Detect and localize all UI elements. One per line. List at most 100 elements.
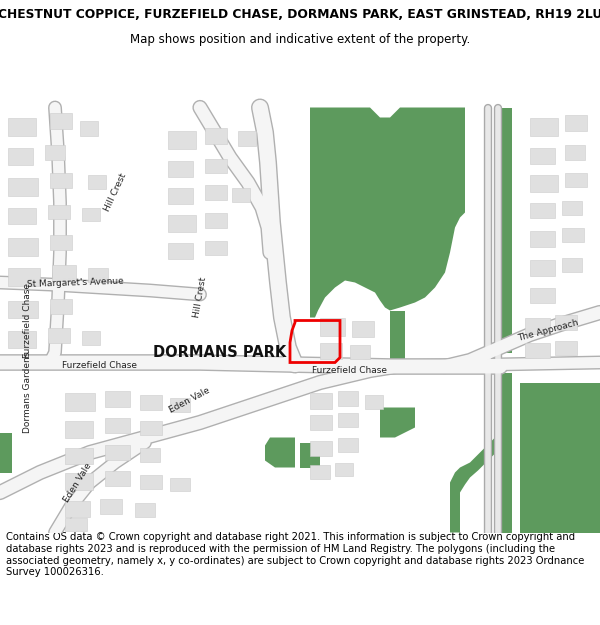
Text: CHESTNUT COPPICE, FURZEFIELD CHASE, DORMANS PARK, EAST GRINSTEAD, RH19 2LU: CHESTNUT COPPICE, FURZEFIELD CHASE, DORM… [0, 8, 600, 21]
Bar [140, 421, 162, 434]
Bar [140, 394, 162, 409]
Bar [335, 462, 353, 476]
Bar [88, 268, 108, 281]
Bar [530, 148, 555, 164]
Bar [238, 131, 256, 146]
Bar [82, 331, 100, 344]
Bar [350, 344, 370, 359]
Text: Eden Vale: Eden Vale [168, 386, 212, 415]
Bar [565, 144, 585, 159]
Bar [365, 394, 383, 409]
Text: DORMANS PARK: DORMANS PARK [154, 345, 287, 360]
Bar [48, 204, 70, 219]
Bar [205, 127, 227, 144]
Bar [530, 202, 555, 217]
Text: Dormans Gardens: Dormans Gardens [23, 352, 32, 433]
Bar [8, 177, 38, 196]
Bar [530, 174, 558, 191]
Polygon shape [380, 408, 415, 437]
Bar [565, 114, 587, 131]
Text: St Margaret's Avenue: St Margaret's Avenue [26, 276, 124, 289]
Polygon shape [500, 107, 512, 352]
Bar [105, 471, 130, 486]
Bar [65, 501, 90, 516]
Bar [8, 148, 33, 164]
Bar [310, 414, 332, 429]
Bar [100, 499, 122, 514]
Bar [562, 228, 584, 241]
Bar [168, 242, 193, 259]
Bar [170, 398, 190, 411]
Bar [52, 264, 76, 281]
Bar [8, 118, 36, 136]
Bar [338, 391, 358, 406]
Bar [555, 314, 577, 329]
Polygon shape [300, 442, 320, 468]
Bar [205, 213, 227, 228]
Bar [562, 201, 582, 214]
Text: Contains OS data © Crown copyright and database right 2021. This information is : Contains OS data © Crown copyright and d… [6, 532, 584, 578]
Bar [352, 321, 374, 336]
Text: Map shows position and indicative extent of the property.: Map shows position and indicative extent… [130, 33, 470, 46]
Bar [555, 341, 577, 354]
Bar [8, 238, 38, 256]
Text: Hill Crest: Hill Crest [192, 276, 208, 319]
Bar [310, 392, 332, 409]
Bar [8, 208, 36, 224]
Bar [50, 112, 72, 129]
Bar [232, 188, 250, 201]
Text: Furzefield Chase: Furzefield Chase [23, 283, 32, 358]
Bar [168, 131, 196, 149]
Bar [168, 214, 196, 231]
Bar [525, 318, 550, 334]
Bar [48, 328, 70, 342]
Bar [320, 318, 345, 336]
Bar [525, 342, 550, 357]
Text: Furzefield Chase: Furzefield Chase [62, 361, 137, 370]
Bar [530, 259, 555, 276]
Polygon shape [520, 382, 600, 532]
Bar [338, 438, 358, 451]
Bar [170, 478, 190, 491]
Bar [88, 174, 106, 189]
Bar [105, 418, 130, 432]
Bar [530, 231, 555, 246]
Text: The Approach: The Approach [517, 318, 580, 343]
Bar [205, 184, 227, 199]
Bar [562, 258, 582, 271]
Bar [135, 503, 155, 516]
Bar [45, 144, 65, 159]
Polygon shape [450, 382, 510, 532]
Bar [565, 173, 587, 186]
Bar [310, 441, 332, 456]
Bar [65, 392, 95, 411]
Bar [168, 188, 193, 204]
Bar [105, 391, 130, 406]
Bar [50, 234, 72, 249]
Text: Hill Crest: Hill Crest [102, 172, 128, 213]
Bar [50, 173, 72, 188]
Bar [65, 421, 93, 437]
Bar [205, 241, 227, 254]
Bar [50, 299, 72, 314]
Bar [8, 331, 36, 348]
Bar [8, 301, 38, 318]
Text: Eden Vale: Eden Vale [62, 461, 94, 504]
Polygon shape [0, 432, 12, 472]
Bar [82, 208, 100, 221]
Text: Furzefield Chase: Furzefield Chase [313, 366, 388, 375]
Bar [205, 159, 227, 172]
Bar [8, 268, 40, 286]
Bar [168, 161, 193, 176]
Polygon shape [265, 438, 295, 468]
Bar [65, 518, 87, 531]
Bar [530, 118, 558, 136]
Bar [310, 464, 330, 479]
Bar [80, 121, 98, 136]
Bar [140, 448, 160, 461]
Bar [65, 472, 93, 489]
Bar [530, 288, 555, 302]
Polygon shape [390, 311, 405, 362]
Bar [338, 412, 358, 426]
Polygon shape [500, 372, 512, 532]
